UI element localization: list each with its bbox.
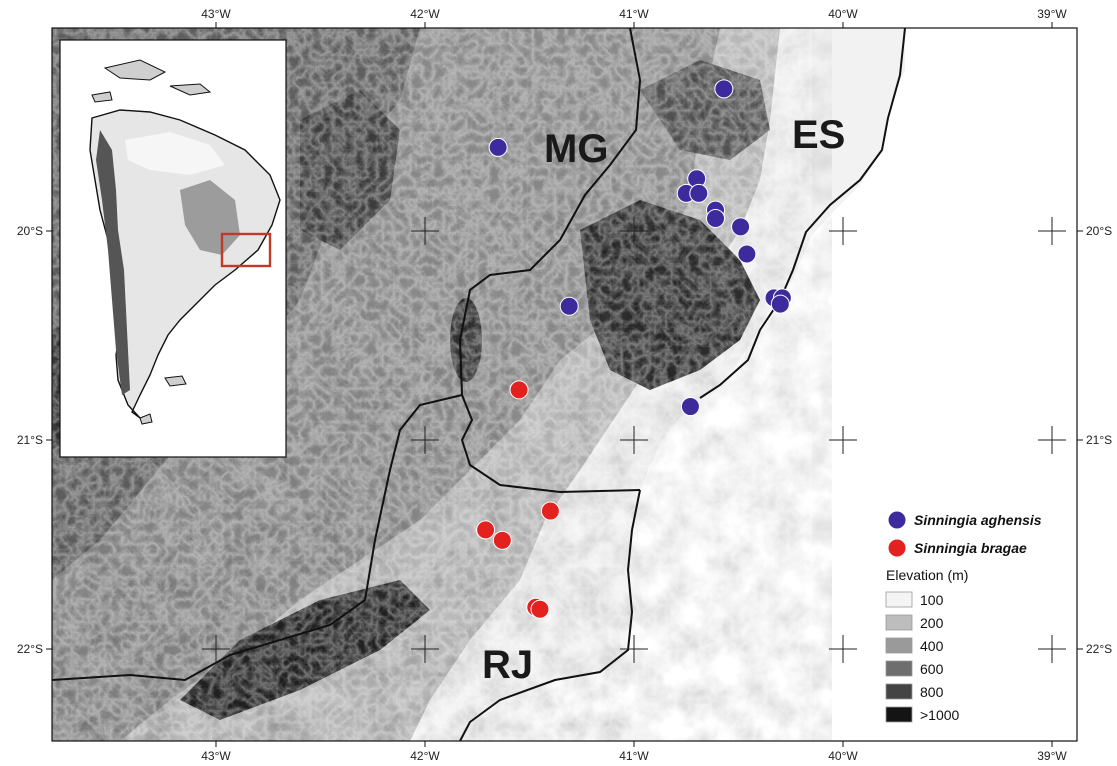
graticule-cross [620,426,648,454]
elevation-swatch-label: >1000 [920,707,960,723]
latitude-tick-label: 21°S [1086,433,1112,447]
elevation-swatch [885,660,913,677]
occurrence-point-sinningia-aghensis [488,137,508,157]
inset-andes-relief [96,130,130,395]
legend: Sinningia aghensis Sinningia bragae Elev… [885,510,1042,723]
legend-elevation-title: Elevation (m) [886,567,968,583]
latitude-tick-label: 22°S [17,642,43,656]
occurrence-point-sinningia-bragae [476,520,496,540]
legend-elevation-swatches: 100 200 400 600 800 >1000 [885,591,960,723]
longitude-tick-label: 41°W [619,749,649,763]
longitude-tick-label: 41°W [619,7,649,21]
occurrence-point-sinningia-aghensis [559,296,579,316]
graticule-cross [829,635,857,663]
occurrence-point-sinningia-aghensis [731,217,751,237]
longitude-tick-label: 43°W [201,749,231,763]
occurrence-point-sinningia-aghensis [680,397,700,417]
graticule-cross [829,217,857,245]
occurrence-points [476,79,792,619]
legend-marker-sinningia-aghensis [887,510,907,530]
elevation-swatch [885,683,913,700]
occurrence-point-sinningia-aghensis [714,79,734,99]
inset-patagonia-islands [139,375,187,425]
occurrence-point-sinningia-aghensis [706,208,726,228]
inset-study-area-box [220,232,272,268]
elevation-swatch-label: 800 [920,684,944,700]
latitude-labels-left: 20°S 21°S 22°S [17,224,43,656]
graticule-cross [411,217,439,245]
graticule-cross [1038,426,1066,454]
longitude-tick-label: 39°W [1037,749,1067,763]
graticule-cross [620,217,648,245]
longitude-labels-bottom: 43°W 42°W 41°W 40°W 39°W [201,749,1067,763]
graticule-cross [411,635,439,663]
longitude-tick-label: 42°W [410,7,440,21]
occurrence-point-sinningia-aghensis [689,183,709,203]
graticule-cross [1038,217,1066,245]
legend-label-sinningia-bragae: Sinningia bragae [914,540,1027,556]
occurrence-point-sinningia-bragae [509,380,529,400]
border-mg-es [458,28,642,494]
inset-map [59,39,287,458]
elevation-swatch-label: 200 [920,615,944,631]
occurrence-point-sinningia-bragae [530,599,550,619]
latitude-tick-label: 21°S [17,433,43,447]
longitude-tick-label: 39°W [1037,7,1067,21]
longitude-tick-label: 40°W [828,749,858,763]
region-label-mg: MG [544,127,608,171]
elevation-swatch [885,591,913,608]
elevation-swatch [885,614,913,631]
occurrence-point-sinningia-bragae [492,530,512,550]
latitude-tick-label: 22°S [1086,642,1112,656]
state-borders [52,28,906,741]
inset-caribbean-islands [91,59,212,103]
graticule-cross [411,426,439,454]
frame-ticks [46,22,1083,747]
elevation-swatch-label: 100 [920,592,944,608]
border-es-coast [699,28,906,399]
elevation-swatch-label: 400 [920,638,944,654]
region-label-es: ES [792,113,845,157]
map-frame [51,27,1078,742]
occurrence-point-sinningia-aghensis [770,294,790,314]
border-mg-rj [52,394,463,682]
occurrence-point-sinningia-bragae [540,501,560,521]
latitude-tick-label: 20°S [17,224,43,238]
elevation-swatch [885,637,913,654]
latitude-labels-right: 20°S 21°S 22°S [1086,224,1112,656]
border-rj-coast [459,489,641,741]
elevation-swatch [885,706,913,723]
graticule-cross [829,426,857,454]
legend-marker-sinningia-bragae [887,538,907,558]
elevation-swatch-label: 600 [920,661,944,677]
inset-amazon-lowland [125,132,225,175]
longitude-labels-top: 43°W 42°W 41°W 40°W 39°W [201,7,1067,21]
inset-brazilian-highlands [180,180,240,255]
graticule-cross [620,635,648,663]
longitude-tick-label: 43°W [201,7,231,21]
region-label-rj: RJ [482,643,533,687]
longitude-tick-label: 42°W [410,749,440,763]
graticule-cross [202,635,230,663]
graticule-cross [1038,635,1066,663]
longitude-tick-label: 40°W [828,7,858,21]
legend-label-sinningia-aghensis: Sinningia aghensis [914,512,1042,528]
latitude-tick-label: 20°S [1086,224,1112,238]
occurrence-point-sinningia-aghensis [737,244,757,264]
